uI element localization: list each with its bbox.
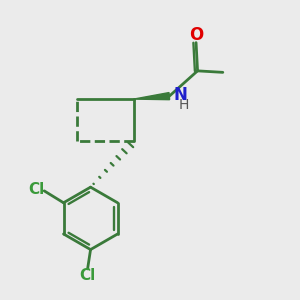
Text: N: N bbox=[174, 85, 188, 103]
Text: O: O bbox=[189, 26, 203, 44]
Polygon shape bbox=[134, 93, 170, 100]
Text: Cl: Cl bbox=[80, 268, 96, 283]
Text: H: H bbox=[179, 98, 189, 112]
Text: Cl: Cl bbox=[29, 182, 45, 197]
